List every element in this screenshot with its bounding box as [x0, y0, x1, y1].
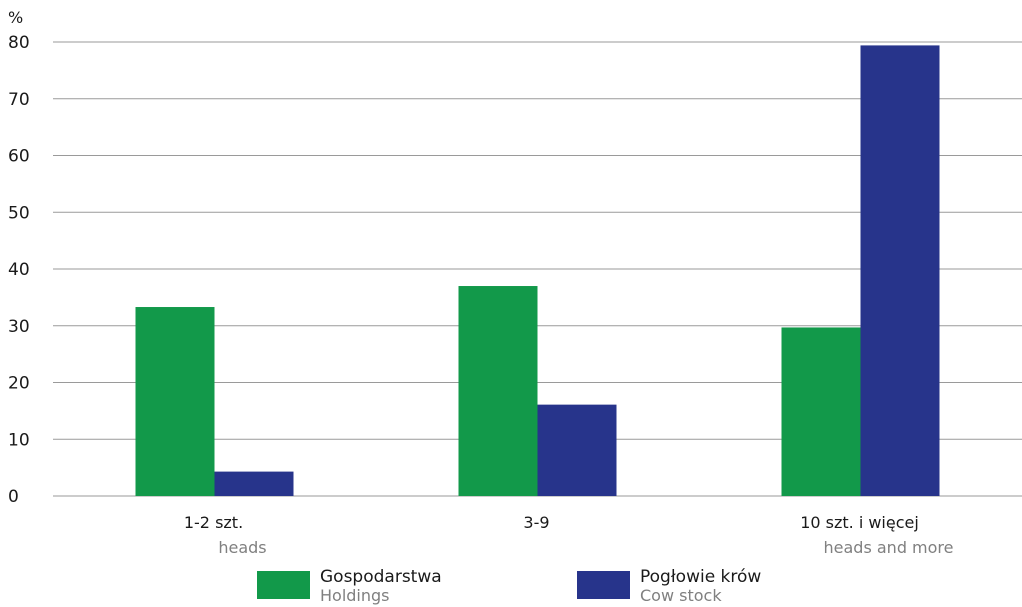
- legend-label-holdings: Gospodarstwa: [320, 567, 442, 587]
- x-category-sublabel: heads and more: [824, 538, 954, 557]
- y-tick-label: 10: [8, 430, 30, 450]
- legend-swatch-holdings: [257, 571, 310, 599]
- x-category-sublabel: heads: [218, 538, 266, 557]
- y-tick-label: 20: [8, 374, 30, 394]
- y-tick-label: 0: [8, 487, 19, 507]
- y-tick-label: 30: [8, 317, 30, 337]
- bar-holdings: [781, 327, 861, 496]
- y-tick-label: 80: [8, 33, 30, 53]
- x-category-label: 1-2 szt.: [184, 513, 243, 532]
- bar-holdings: [458, 286, 538, 496]
- y-tick-label: 70: [8, 90, 30, 110]
- x-category-label: 10 szt. i więcej: [800, 513, 919, 532]
- legend-sublabel-cow-stock: Cow stock: [640, 586, 722, 605]
- legend-sublabel-holdings: Holdings: [320, 586, 390, 605]
- y-tick-labels: 0 10 20 30 40 50 60 70 80: [8, 33, 30, 507]
- x-category-labels: 1-2 szt. heads 3-9 10 szt. i więcej heads an…: [184, 513, 954, 557]
- bars: [135, 45, 940, 496]
- y-tick-label: 60: [8, 147, 30, 167]
- bar-chart: % 0 10 20 30 40 50 60 70 80 1-2 szt. heads 3-9 10 s…: [8, 8, 1022, 557]
- y-tick-label: 40: [8, 260, 30, 280]
- bar-holdings: [135, 307, 215, 496]
- y-tick-label: 50: [8, 203, 30, 223]
- x-category-label: 3-9: [523, 513, 549, 532]
- y-axis-unit: %: [8, 8, 23, 27]
- bar-cow-stock: [214, 471, 294, 496]
- bar-cow-stock: [860, 45, 940, 496]
- legend-label-cow-stock: Pogłowie krów: [640, 567, 762, 587]
- bar-cow-stock: [537, 404, 617, 496]
- legend-swatch-cow-stock: [577, 571, 630, 599]
